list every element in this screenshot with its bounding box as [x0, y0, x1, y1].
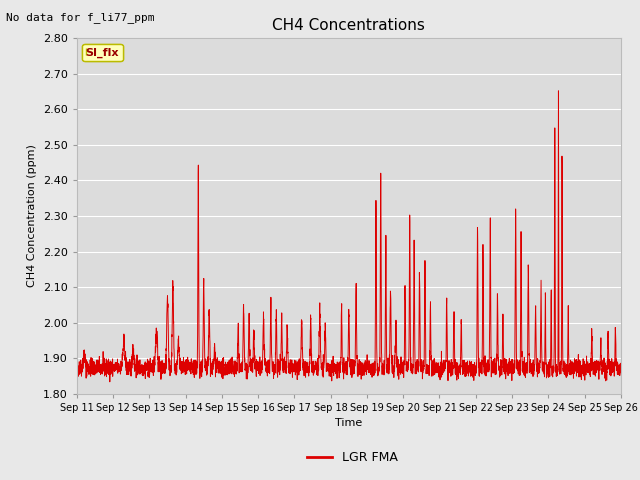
Legend: SI_flx: SI_flx: [83, 44, 122, 61]
LGR FMA: [171, 364, 179, 370]
Y-axis label: CH4 Concentration (ppm): CH4 Concentration (ppm): [28, 144, 37, 288]
Text: No data for f_li77_ppm: No data for f_li77_ppm: [6, 12, 155, 23]
X-axis label: Time: Time: [335, 418, 362, 428]
LGR FMA: [502, 363, 509, 369]
Legend: LGR FMA: LGR FMA: [301, 446, 403, 469]
LGR FMA: [616, 361, 624, 367]
LGR FMA: [471, 364, 479, 370]
LGR FMA: [617, 367, 625, 372]
LGR FMA: [555, 88, 563, 94]
LGR FMA: [73, 363, 81, 369]
Line: LGR FMA: LGR FMA: [77, 91, 621, 382]
LGR FMA: [106, 379, 114, 385]
LGR FMA: [329, 362, 337, 368]
LGR FMA: [441, 368, 449, 374]
Title: CH4 Concentrations: CH4 Concentrations: [273, 18, 425, 33]
